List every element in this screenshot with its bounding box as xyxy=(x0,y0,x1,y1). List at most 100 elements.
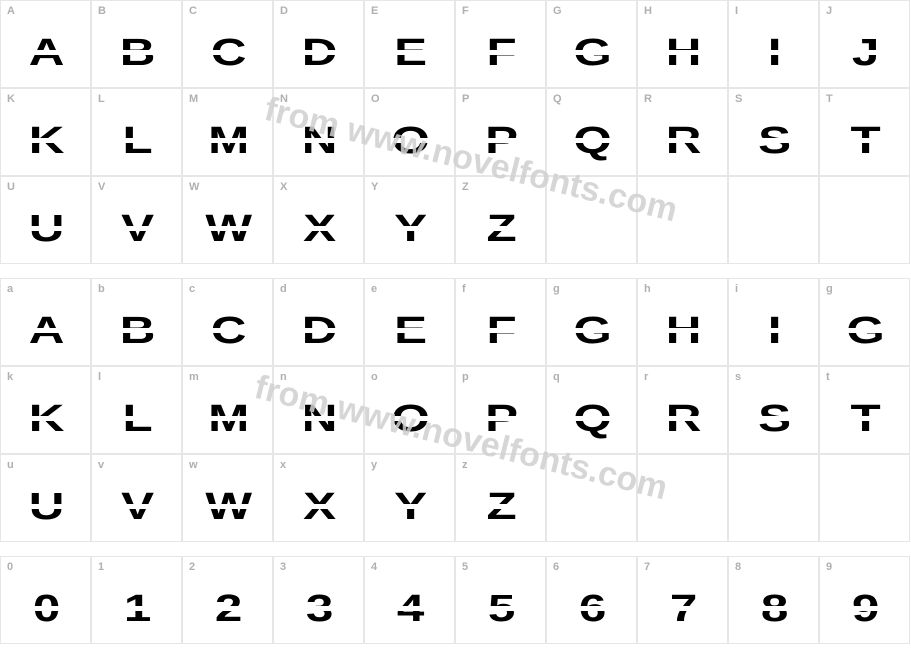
cell-glyph: M xyxy=(208,122,248,160)
character-cell: dD xyxy=(273,278,364,366)
character-cell xyxy=(637,454,728,542)
cell-glyph: X xyxy=(303,210,335,248)
character-section: aAbBcCdDeEfFgGhHiIgGkKlLmMnNoOpPqQrRsStT… xyxy=(0,278,911,542)
cell-label: P xyxy=(462,93,469,105)
character-cell: BB xyxy=(91,0,182,88)
cell-glyph: 9 xyxy=(851,590,877,628)
cell-glyph: G xyxy=(573,312,610,350)
character-cell: qQ xyxy=(546,366,637,454)
cell-glyph: V xyxy=(121,488,153,526)
cell-glyph: B xyxy=(119,312,153,350)
cell-glyph: L xyxy=(122,400,151,438)
cell-glyph: 3 xyxy=(305,590,331,628)
character-cell: vV xyxy=(91,454,182,542)
character-cell: FF xyxy=(455,0,546,88)
font-character-map: AABBCCDDEEFFGGHHIIJJKKLLMMNNOOPPQQRRSSTT… xyxy=(0,0,911,644)
cell-glyph: 6 xyxy=(578,590,604,628)
cell-label: i xyxy=(735,283,738,295)
cell-label: T xyxy=(826,93,833,105)
character-cell: yY xyxy=(364,454,455,542)
cell-glyph: G xyxy=(846,312,883,350)
character-cell: mM xyxy=(182,366,273,454)
character-cell: MM xyxy=(182,88,273,176)
cell-label: 1 xyxy=(98,561,104,573)
cell-glyph: H xyxy=(665,34,699,72)
cell-label: d xyxy=(280,283,287,295)
character-cell: 88 xyxy=(728,556,819,644)
cell-label: O xyxy=(371,93,380,105)
cell-label: M xyxy=(189,93,198,105)
cell-glyph: B xyxy=(119,34,153,72)
character-cell: WW xyxy=(182,176,273,264)
cell-label: V xyxy=(98,181,105,193)
character-section: 00112233445566778899 xyxy=(0,556,911,644)
cell-glyph: 8 xyxy=(760,590,786,628)
cell-glyph: R xyxy=(665,400,699,438)
cell-label: g xyxy=(826,283,833,295)
character-cell: pP xyxy=(455,366,546,454)
cell-label: X xyxy=(280,181,287,193)
character-cell: RR xyxy=(637,88,728,176)
cell-glyph: J xyxy=(851,34,877,72)
cell-label: q xyxy=(553,371,560,383)
character-cell: iI xyxy=(728,278,819,366)
character-cell: gG xyxy=(819,278,910,366)
cell-label: 8 xyxy=(735,561,741,573)
character-row: UUVVWWXXYYZZ xyxy=(0,176,911,264)
cell-glyph: G xyxy=(573,34,610,72)
cell-glyph: V xyxy=(121,210,153,248)
cell-label: s xyxy=(735,371,741,383)
cell-label: m xyxy=(189,371,199,383)
cell-glyph: D xyxy=(301,312,335,350)
character-cell xyxy=(819,454,910,542)
character-cell: aA xyxy=(0,278,91,366)
character-cell: 11 xyxy=(91,556,182,644)
cell-glyph: Y xyxy=(394,488,426,526)
character-row: uUvVwWxXyYzZ xyxy=(0,454,911,542)
character-cell: 22 xyxy=(182,556,273,644)
cell-label: L xyxy=(98,93,105,105)
cell-glyph: 0 xyxy=(32,590,58,628)
cell-label: 3 xyxy=(280,561,286,573)
cell-glyph: I xyxy=(767,34,779,72)
cell-label: p xyxy=(462,371,469,383)
cell-label: l xyxy=(98,371,101,383)
character-cell: cC xyxy=(182,278,273,366)
character-cell: OO xyxy=(364,88,455,176)
cell-label: w xyxy=(189,459,198,471)
cell-label: 4 xyxy=(371,561,377,573)
character-cell: CC xyxy=(182,0,273,88)
cell-label: S xyxy=(735,93,742,105)
cell-glyph: Z xyxy=(486,488,515,526)
cell-label: Y xyxy=(371,181,378,193)
character-cell: 99 xyxy=(819,556,910,644)
character-row: kKlLmMnNoOpPqQrRsStT xyxy=(0,366,911,454)
cell-label: K xyxy=(7,93,15,105)
cell-glyph: E xyxy=(394,34,426,72)
cell-glyph: S xyxy=(758,400,790,438)
cell-glyph: A xyxy=(28,312,62,350)
character-cell: 77 xyxy=(637,556,728,644)
character-row: KKLLMMNNOOPPQQRRSSTT xyxy=(0,88,911,176)
character-cell: DD xyxy=(273,0,364,88)
cell-label: U xyxy=(7,181,15,193)
cell-label: 6 xyxy=(553,561,559,573)
cell-label: x xyxy=(280,459,286,471)
cell-label: Q xyxy=(553,93,562,105)
cell-glyph: H xyxy=(665,312,699,350)
cell-label: D xyxy=(280,5,288,17)
character-cell: PP xyxy=(455,88,546,176)
cell-label: n xyxy=(280,371,287,383)
cell-label: k xyxy=(7,371,13,383)
cell-glyph: F xyxy=(486,34,515,72)
character-cell xyxy=(637,176,728,264)
character-cell xyxy=(546,454,637,542)
cell-label: u xyxy=(7,459,14,471)
character-cell xyxy=(546,176,637,264)
cell-label: o xyxy=(371,371,378,383)
cell-label: W xyxy=(189,181,199,193)
cell-label: b xyxy=(98,283,105,295)
character-row: 00112233445566778899 xyxy=(0,556,911,644)
character-cell xyxy=(728,454,819,542)
cell-label: 2 xyxy=(189,561,195,573)
